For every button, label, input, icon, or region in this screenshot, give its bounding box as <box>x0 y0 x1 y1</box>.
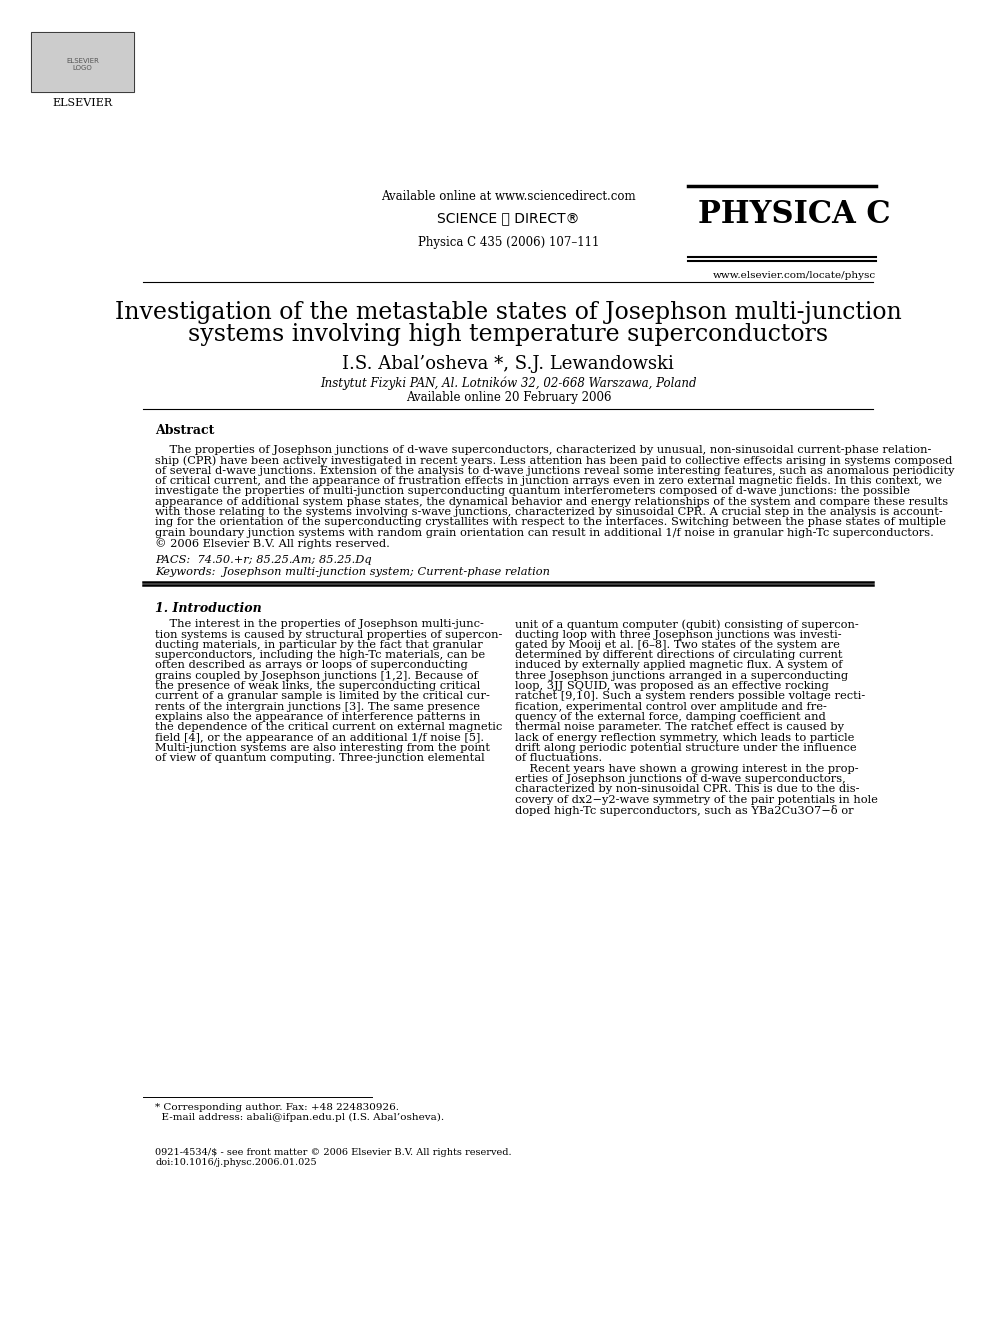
Text: thermal noise parameter. The ratchet effect is caused by: thermal noise parameter. The ratchet eff… <box>516 722 844 733</box>
Text: superconductors, including the high-Tc materials, can be: superconductors, including the high-Tc m… <box>155 650 485 660</box>
Bar <box>31 32 134 91</box>
Text: characterized by non-sinusoidal CPR. This is due to the dis-: characterized by non-sinusoidal CPR. Thi… <box>516 785 860 794</box>
Text: 1. Introduction: 1. Introduction <box>155 602 262 615</box>
Text: determined by different directions of circulating current: determined by different directions of ci… <box>516 650 843 660</box>
Text: doped high-Tc superconductors, such as YBa2Cu3O7−δ or: doped high-Tc superconductors, such as Y… <box>516 804 854 816</box>
Text: ducting materials, in particular by the fact that granular: ducting materials, in particular by the … <box>155 640 483 650</box>
Text: SCIENCE ⓐ DIRECT®: SCIENCE ⓐ DIRECT® <box>437 212 579 225</box>
Text: PHYSICA C: PHYSICA C <box>698 198 891 230</box>
Text: doi:10.1016/j.physc.2006.01.025: doi:10.1016/j.physc.2006.01.025 <box>155 1158 316 1167</box>
Text: lack of energy reflection symmetry, which leads to particle: lack of energy reflection symmetry, whic… <box>516 733 855 742</box>
Text: Instytut Fizyki PAN, Al. Lotników 32, 02-668 Warszawa, Poland: Instytut Fizyki PAN, Al. Lotników 32, 02… <box>320 377 696 390</box>
Text: I.S. Abal’osheva *, S.J. Lewandowski: I.S. Abal’osheva *, S.J. Lewandowski <box>342 355 675 373</box>
Text: explains also the appearance of interference patterns in: explains also the appearance of interfer… <box>155 712 480 722</box>
Text: Keywords:  Josephson multi-junction system; Current-phase relation: Keywords: Josephson multi-junction syste… <box>155 566 550 577</box>
Text: covery of dx2−y2-wave symmetry of the pair potentials in hole: covery of dx2−y2-wave symmetry of the pa… <box>516 795 878 804</box>
Text: of critical current, and the appearance of frustration effects in junction array: of critical current, and the appearance … <box>155 476 942 486</box>
Text: grains coupled by Josephson junctions [1,2]. Because of: grains coupled by Josephson junctions [1… <box>155 671 478 681</box>
Text: ing for the orientation of the superconducting crystallites with respect to the : ing for the orientation of the supercond… <box>155 517 946 528</box>
Text: quency of the external force, damping coefficient and: quency of the external force, damping co… <box>516 712 826 722</box>
Text: gated by Mooij et al. [6–8]. Two states of the system are: gated by Mooij et al. [6–8]. Two states … <box>516 640 840 650</box>
Text: investigate the properties of multi-junction superconducting quantum interferome: investigate the properties of multi-junc… <box>155 487 910 496</box>
Text: current of a granular sample is limited by the critical cur-: current of a granular sample is limited … <box>155 692 490 701</box>
Bar <box>31 32 134 91</box>
Text: appearance of additional system phase states, the dynamical behavior and energy : appearance of additional system phase st… <box>155 497 948 507</box>
Text: The properties of Josephson junctions of d-wave superconductors, characterized b: The properties of Josephson junctions of… <box>155 446 931 455</box>
Text: the presence of weak links, the superconducting critical: the presence of weak links, the supercon… <box>155 681 480 691</box>
Text: fication, experimental control over amplitude and fre-: fication, experimental control over ampl… <box>516 701 827 712</box>
Text: of several d-wave junctions. Extension of the analysis to d-wave junctions revea: of several d-wave junctions. Extension o… <box>155 466 954 476</box>
Text: field [4], or the appearance of an additional 1/f noise [5].: field [4], or the appearance of an addit… <box>155 733 484 742</box>
Text: E-mail address: abali@ifpan.edu.pl (I.S. Abal’osheva).: E-mail address: abali@ifpan.edu.pl (I.S.… <box>155 1113 444 1122</box>
Text: 0921-4534/$ - see front matter © 2006 Elsevier B.V. All rights reserved.: 0921-4534/$ - see front matter © 2006 El… <box>155 1148 512 1158</box>
Text: tion systems is caused by structural properties of supercon-: tion systems is caused by structural pro… <box>155 630 502 639</box>
Text: Physica C 435 (2006) 107–111: Physica C 435 (2006) 107–111 <box>418 235 599 249</box>
Text: erties of Josephson junctions of d-wave superconductors,: erties of Josephson junctions of d-wave … <box>516 774 846 785</box>
Text: Abstract: Abstract <box>155 425 214 438</box>
Text: © 2006 Elsevier B.V. All rights reserved.: © 2006 Elsevier B.V. All rights reserved… <box>155 538 390 549</box>
Text: ducting loop with three Josephson junctions was investi-: ducting loop with three Josephson juncti… <box>516 630 842 639</box>
Text: www.elsevier.com/locate/physc: www.elsevier.com/locate/physc <box>713 271 876 280</box>
Text: with those relating to the systems involving s-wave junctions, characterized by : with those relating to the systems invol… <box>155 507 942 517</box>
Text: induced by externally applied magnetic flux. A system of: induced by externally applied magnetic f… <box>516 660 843 671</box>
Text: ship (CPR) have been actively investigated in recent years. Less attention has b: ship (CPR) have been actively investigat… <box>155 455 952 466</box>
Text: PACS:  74.50.+r; 85.25.Am; 85.25.Dq: PACS: 74.50.+r; 85.25.Am; 85.25.Dq <box>155 554 372 565</box>
Text: ratchet [9,10]. Such a system renders possible voltage recti-: ratchet [9,10]. Such a system renders po… <box>516 692 866 701</box>
Text: * Corresponding author. Fax: +48 224830926.: * Corresponding author. Fax: +48 2248309… <box>155 1103 399 1111</box>
Text: Investigation of the metastable states of Josephson multi-junction: Investigation of the metastable states o… <box>115 302 902 324</box>
Text: loop, 3JJ SQUID, was proposed as an effective rocking: loop, 3JJ SQUID, was proposed as an effe… <box>516 681 829 691</box>
Text: The interest in the properties of Josephson multi-junc-: The interest in the properties of Joseph… <box>155 619 484 630</box>
Text: grain boundary junction systems with random grain orientation can result in addi: grain boundary junction systems with ran… <box>155 528 933 537</box>
Text: Available online 20 February 2006: Available online 20 February 2006 <box>406 392 611 405</box>
Text: rents of the intergrain junctions [3]. The same presence: rents of the intergrain junctions [3]. T… <box>155 701 480 712</box>
Text: systems involving high temperature superconductors: systems involving high temperature super… <box>188 323 828 345</box>
Text: ELSEVIER
LOGO: ELSEVIER LOGO <box>65 58 99 71</box>
Text: Multi-junction systems are also interesting from the point: Multi-junction systems are also interest… <box>155 744 490 753</box>
Text: of fluctuations.: of fluctuations. <box>516 753 602 763</box>
Text: Recent years have shown a growing interest in the prop-: Recent years have shown a growing intere… <box>516 763 859 774</box>
Text: unit of a quantum computer (qubit) consisting of supercon-: unit of a quantum computer (qubit) consi… <box>516 619 859 630</box>
Text: Available online at www.sciencedirect.com: Available online at www.sciencedirect.co… <box>381 189 636 202</box>
Text: the dependence of the critical current on external magnetic: the dependence of the critical current o… <box>155 722 502 733</box>
Text: of view of quantum computing. Three-junction elemental: of view of quantum computing. Three-junc… <box>155 753 485 763</box>
Text: three Josephson junctions arranged in a superconducting: three Josephson junctions arranged in a … <box>516 671 848 681</box>
Text: often described as arrays or loops of superconducting: often described as arrays or loops of su… <box>155 660 468 671</box>
Text: ELSEVIER: ELSEVIER <box>53 98 112 108</box>
Text: drift along periodic potential structure under the influence: drift along periodic potential structure… <box>516 744 857 753</box>
